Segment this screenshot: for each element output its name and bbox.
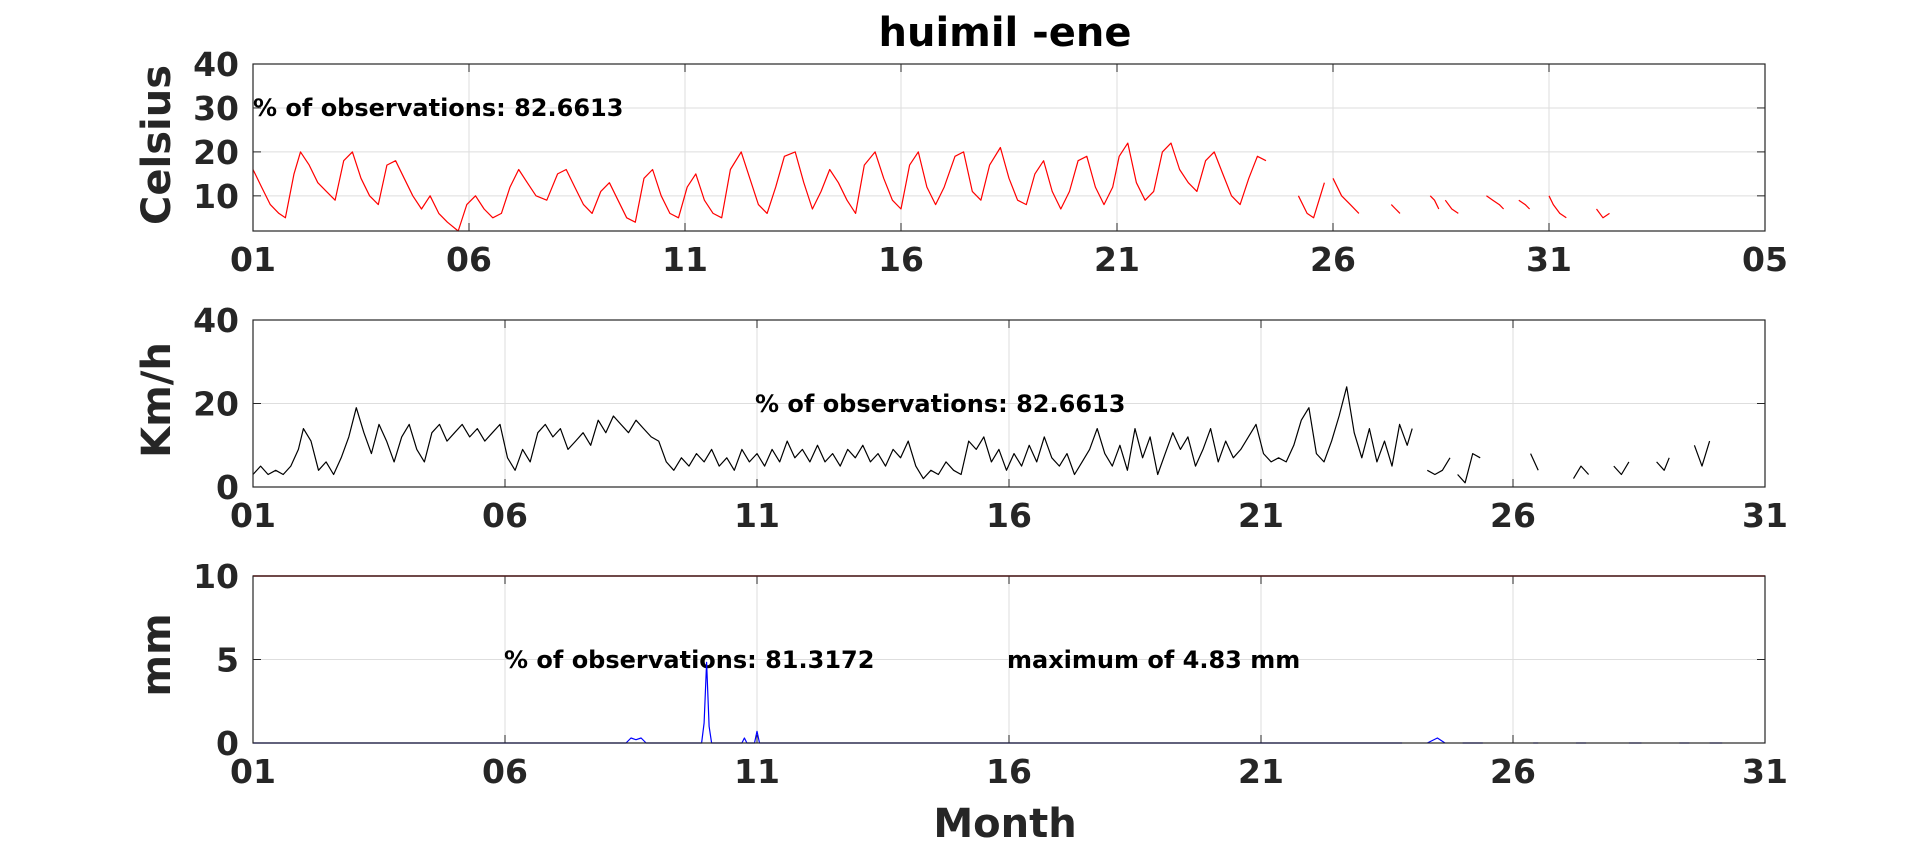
temperature-ylabel: Celsius <box>134 65 180 225</box>
wind-axes-frame <box>252 319 1766 488</box>
wind-x-tick-label: 01 <box>230 496 276 535</box>
temperature-series-line <box>1390 204 1401 214</box>
wind-x-tick-label: 11 <box>734 496 780 535</box>
temperature-x-tick-label: 11 <box>662 240 708 279</box>
temperature-series-line <box>1297 182 1325 219</box>
precipitation-x-tick-label: 16 <box>986 752 1032 791</box>
precipitation-series-line <box>253 661 1403 744</box>
wind-y-tick-label: 40 <box>193 301 239 340</box>
temperature-y-tick-label: 30 <box>193 89 239 128</box>
temperature-observations-annotation: % of observations: 82.6613 <box>253 94 623 122</box>
precipitation-y-tick-label: 0 <box>216 724 239 763</box>
chart-title: huimil -ene <box>878 10 1131 56</box>
temperature-plot-area <box>253 64 1765 231</box>
temperature-x-tick-label: 31 <box>1526 240 1572 279</box>
precipitation-x-tick-label: 26 <box>1490 752 1536 791</box>
temperature-panel: Celsius % of observations: 82.6613 01 06 1… <box>134 45 1788 279</box>
wind-x-tick-label: 26 <box>1490 496 1536 535</box>
wind-x-tick-label: 31 <box>1742 496 1788 535</box>
wind-series-line <box>1530 453 1539 471</box>
wind-y-tick-label: 0 <box>216 468 239 507</box>
temperature-x-tick-label: 06 <box>446 240 492 279</box>
temperature-x-tick-label: 16 <box>878 240 924 279</box>
precipitation-x-tick-label: 01 <box>230 752 276 791</box>
temperature-series-line <box>1548 195 1567 219</box>
wind-series-line <box>1572 465 1590 479</box>
precipitation-x-tick-label: 21 <box>1238 752 1284 791</box>
wind-y-tick-label: 20 <box>193 385 239 424</box>
precipitation-axes-frame <box>252 575 1766 744</box>
wind-series-line <box>1693 440 1711 467</box>
precipitation-y-tick-label: 5 <box>216 641 239 680</box>
wind-observations-annotation: % of observations: 82.6613 <box>755 390 1125 418</box>
temperature-series-line <box>1429 195 1440 210</box>
wind-x-tick-label: 06 <box>482 496 528 535</box>
wind-grid <box>253 320 1765 487</box>
precipitation-x-tick-label: 06 <box>482 752 528 791</box>
temperature-series-line <box>252 142 1267 232</box>
wind-series-line <box>1427 457 1451 476</box>
precipitation-maximum-annotation: maximum of 4.83 mm <box>1007 646 1300 674</box>
precipitation-x-tick-label: 31 <box>1742 752 1788 791</box>
temperature-series-line <box>1518 199 1531 210</box>
wind-series-line <box>252 386 1413 480</box>
precipitation-y-tick-label: 10 <box>193 557 239 596</box>
temperature-y-tick-label: 10 <box>193 177 239 216</box>
temperature-series-line <box>1486 195 1505 210</box>
precipitation-x-tick-label: 11 <box>734 752 780 791</box>
temperature-x-tick-label: 26 <box>1310 240 1356 279</box>
wind-series-line <box>1457 453 1481 484</box>
precipitation-observations-annotation: % of observations: 81.3172 <box>504 646 874 674</box>
temperature-series-line <box>1332 178 1360 214</box>
temperature-series-line <box>1596 208 1610 219</box>
temperature-x-tick-label: 01 <box>230 240 276 279</box>
temperature-x-tick-label: 05 <box>1742 240 1788 279</box>
precipitation-panel: mm % of observations: 81.3172 maximum of… <box>134 557 1788 841</box>
wind-x-tick-label: 21 <box>1238 496 1284 535</box>
temperature-y-tick-label: 20 <box>193 133 239 172</box>
precipitation-ylabel: mm <box>134 613 180 696</box>
temperature-x-tick-label: 21 <box>1094 240 1140 279</box>
wind-series-line <box>1656 457 1670 471</box>
wind-ylabel: Km/h <box>134 342 180 458</box>
temperature-series-line <box>1444 199 1459 214</box>
month-xlabel: Month <box>933 801 1076 841</box>
wind-panel: Km/h % of observations: 82.6613 01 06 11 16… <box>134 301 1788 535</box>
temperature-grid <box>253 64 1765 231</box>
precipitation-series-line <box>1427 737 1446 744</box>
wind-series-line <box>1613 461 1630 476</box>
precipitation-grid <box>253 576 1765 743</box>
temperature-y-tick-label: 40 <box>193 45 239 84</box>
temperature-axes-frame <box>252 63 1766 232</box>
wind-x-tick-label: 16 <box>986 496 1032 535</box>
